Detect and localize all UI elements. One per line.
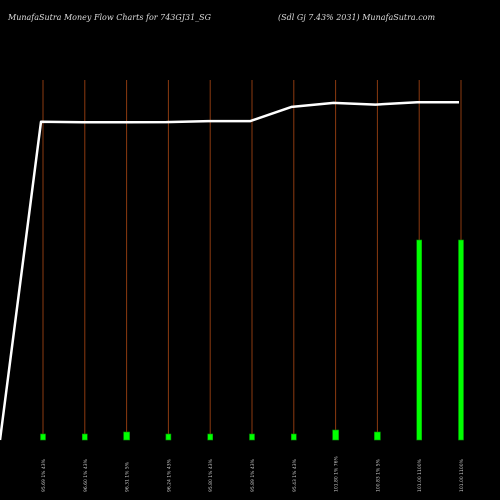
- bar: [123, 431, 130, 441]
- money-flow-line: [0, 101, 459, 441]
- bar: [82, 433, 88, 441]
- bar-series: [40, 239, 464, 441]
- x-tick-label: 95.89 1% 43%: [250, 458, 256, 492]
- x-tick-label: 96.60 1% 43%: [83, 458, 89, 492]
- x-tick-label: 100.83 1% 5%: [375, 458, 381, 492]
- x-tick-label: 95.69 1% 43%: [41, 458, 47, 492]
- bar: [165, 433, 172, 441]
- chart-title: MunafaSutra Money Flow Charts for 743GJ3…: [8, 13, 212, 22]
- bar: [40, 433, 46, 441]
- grid-lines: [42, 80, 462, 440]
- x-tick-label: 96.24 1% 43%: [166, 458, 172, 492]
- x-tick-label: 101.00 1100%: [459, 458, 465, 492]
- bar: [416, 239, 423, 441]
- bar: [249, 433, 255, 441]
- bar: [458, 239, 464, 441]
- x-tick-labels: 95.69 1% 43% 96.60 1% 43% 96.31 1% 5% 96.24…: [41, 456, 465, 492]
- chart-subtitle: (Sdl Gj 7.43% 2031) MunafaSutra.com: [278, 13, 436, 22]
- x-tick-label: 95.80 1% 43%: [208, 458, 214, 492]
- x-tick-label: 101.00 1100%: [417, 458, 423, 492]
- x-tick-label: 96.31 1% 5%: [125, 461, 131, 492]
- line-series: [0, 101, 459, 441]
- bar: [332, 429, 339, 441]
- bar: [374, 431, 381, 441]
- x-tick-label: 101.80 1% 76%: [334, 456, 340, 492]
- x-tick-label: 95.43 1% 43%: [292, 458, 298, 492]
- bar: [290, 433, 297, 441]
- bar: [207, 433, 213, 441]
